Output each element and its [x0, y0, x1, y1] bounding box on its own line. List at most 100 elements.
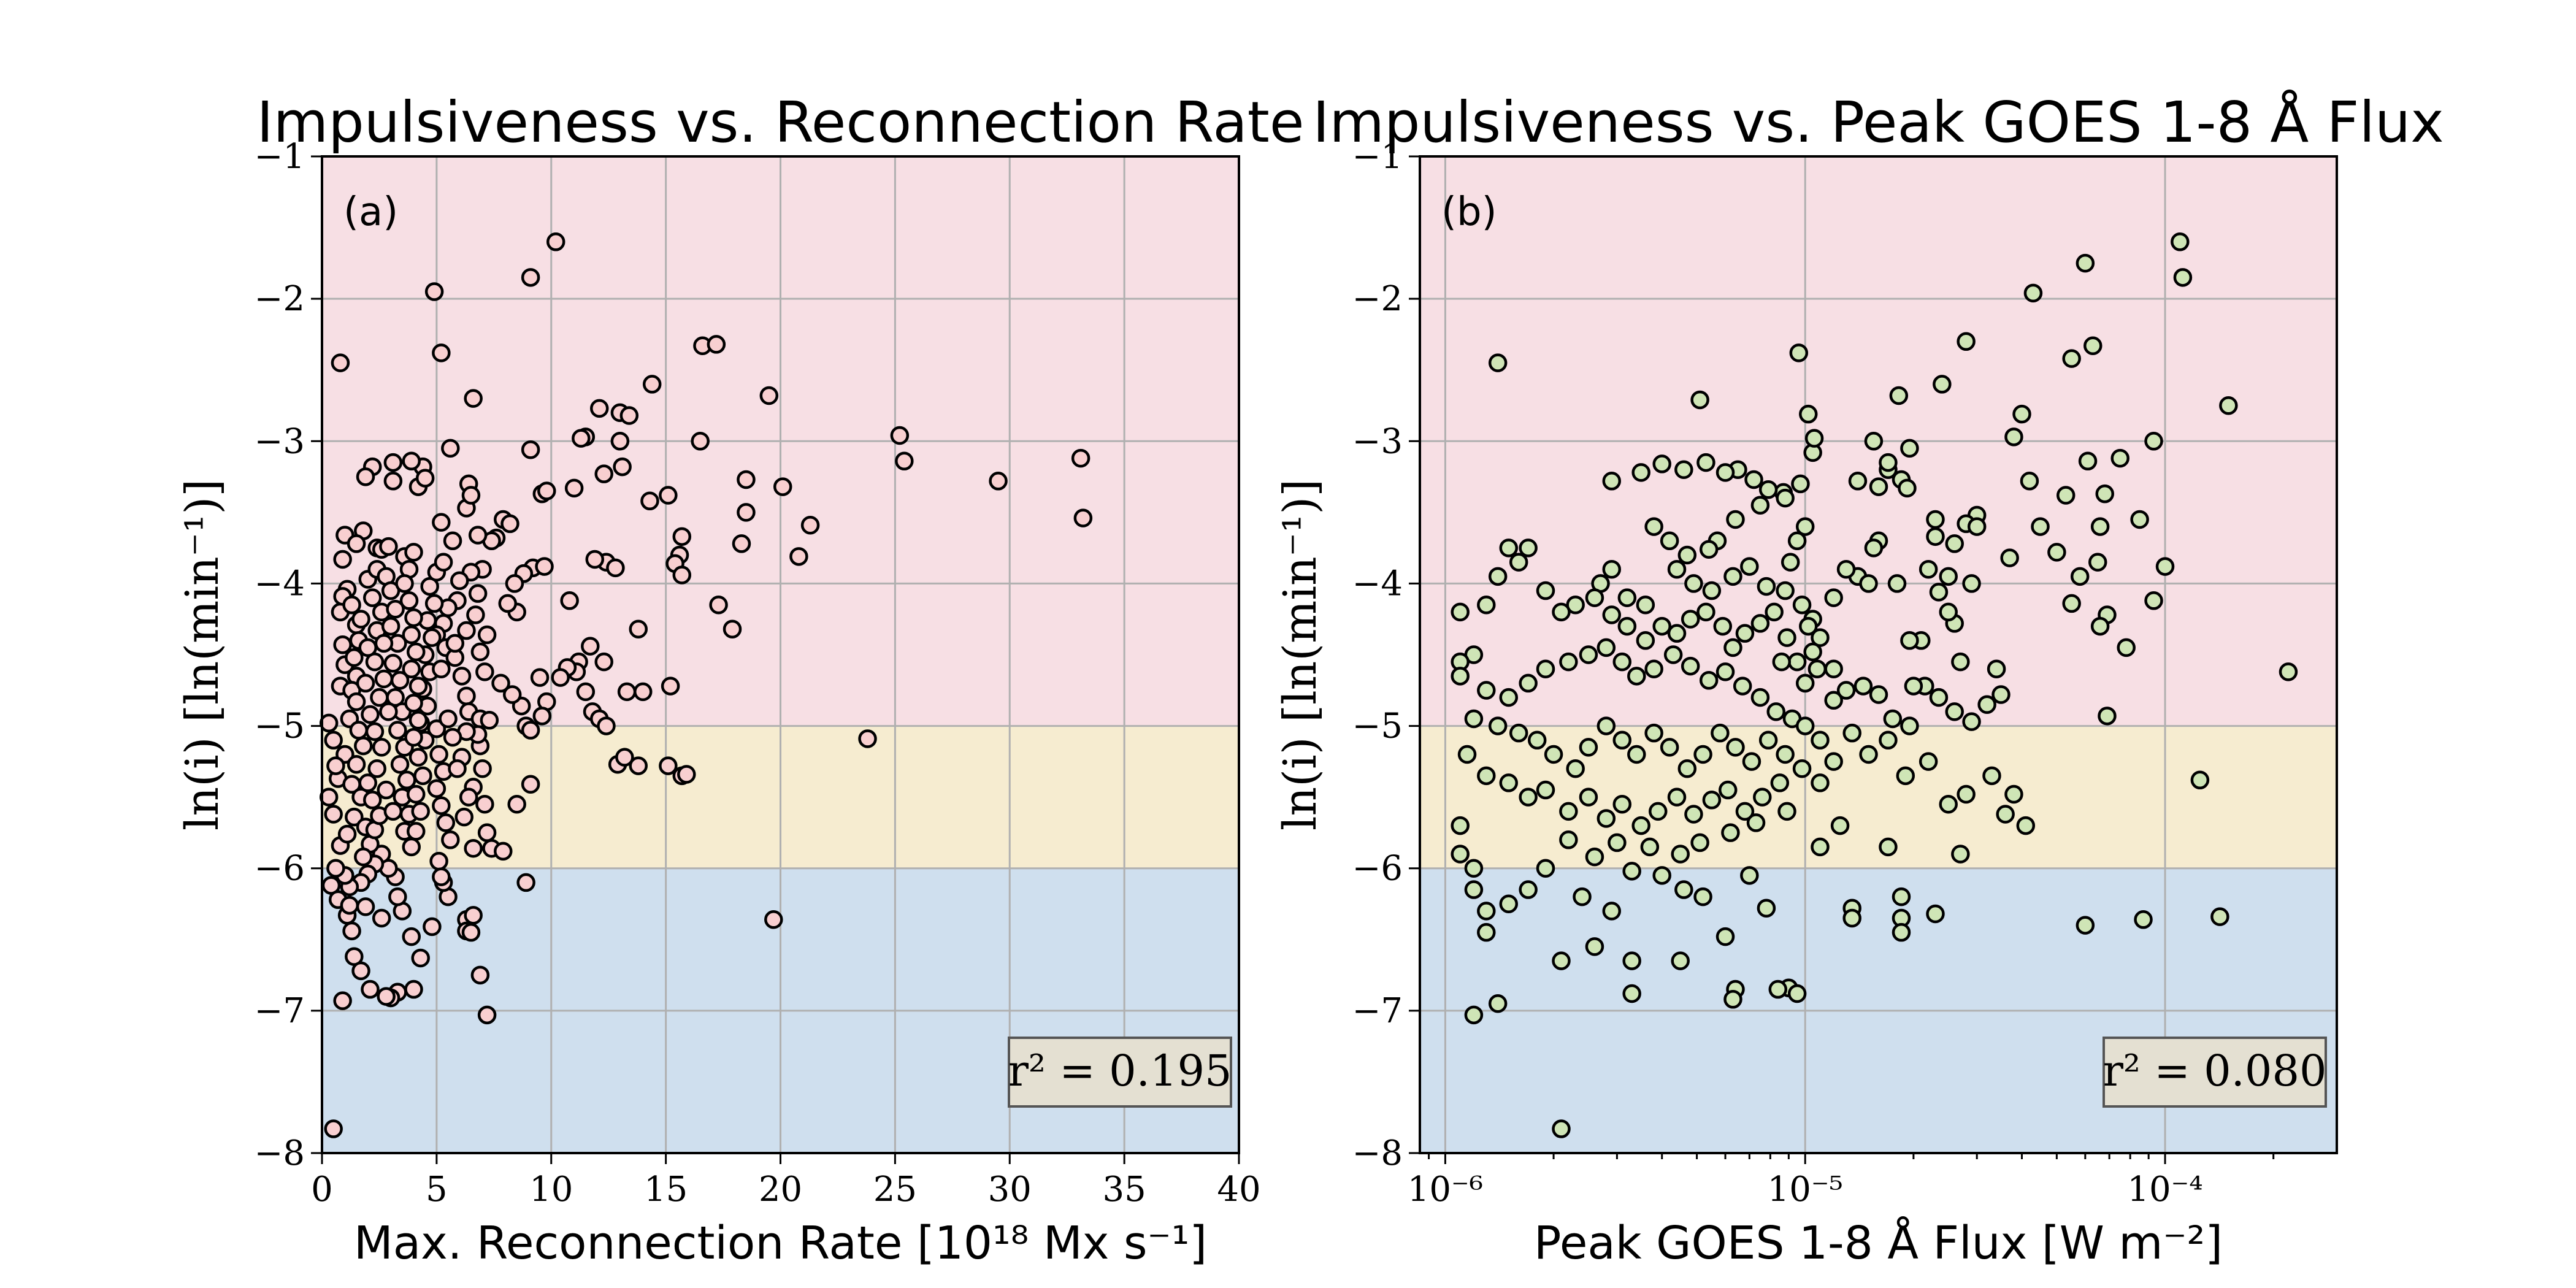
data-point	[443, 727, 462, 747]
data-point	[1795, 517, 1815, 536]
data-point	[406, 822, 426, 841]
data-point	[659, 756, 678, 775]
data-point	[1926, 527, 1945, 546]
data-point	[1945, 702, 1964, 721]
data-point	[516, 873, 535, 892]
data-point	[388, 721, 407, 740]
data-point	[2219, 396, 2238, 415]
data-point	[473, 759, 492, 778]
r-squared-box	[1008, 1037, 1232, 1108]
data-point	[1617, 588, 1637, 607]
data-point	[326, 859, 345, 878]
data-point	[1674, 880, 1693, 899]
data-point	[1644, 659, 1663, 678]
data-point	[464, 906, 483, 925]
data-point	[1792, 759, 1812, 778]
data-point	[1499, 688, 1518, 707]
data-point	[331, 353, 350, 372]
data-point	[1457, 745, 1477, 764]
x-tick-label: 40	[1217, 1170, 1260, 1209]
data-point	[432, 659, 451, 678]
data-point	[475, 795, 494, 814]
data-point	[404, 608, 423, 627]
data-point	[1608, 833, 1627, 853]
data-point	[1791, 474, 1810, 494]
data-point	[2117, 638, 2136, 657]
data-point	[404, 979, 423, 999]
data-point	[362, 791, 382, 810]
data-point	[427, 779, 447, 798]
data-point	[1892, 887, 1911, 907]
data-point	[1640, 837, 1660, 857]
data-point	[345, 648, 364, 667]
data-point	[2004, 784, 2023, 804]
data-point	[377, 987, 396, 1006]
data-point	[1488, 716, 1508, 735]
data-point	[1631, 816, 1650, 835]
data-point	[1750, 496, 1770, 515]
data-point	[1939, 567, 1958, 586]
data-point	[1451, 602, 1470, 622]
data-point	[1477, 902, 1496, 921]
data-point	[1690, 390, 1709, 410]
data-point	[2004, 427, 2023, 447]
data-point	[1824, 659, 1843, 678]
data-point	[1636, 631, 1655, 650]
data-point	[507, 795, 526, 814]
data-point	[677, 765, 696, 784]
data-point	[521, 721, 540, 740]
y-tick-label: −4	[1352, 564, 1403, 604]
data-point	[2171, 232, 2190, 251]
data-point	[502, 685, 522, 704]
x-tick-label: 15	[644, 1170, 688, 1209]
data-point	[585, 550, 605, 569]
data-point	[362, 588, 382, 607]
data-point	[1740, 557, 1759, 576]
data-point	[1933, 375, 1952, 394]
data-point	[1652, 616, 1671, 636]
data-point	[498, 594, 517, 613]
data-point	[432, 513, 451, 532]
r-squared-box	[2103, 1037, 2327, 1108]
data-point	[404, 727, 423, 747]
data-point	[347, 534, 366, 553]
data-point	[2070, 567, 2090, 586]
data-point	[1627, 745, 1646, 764]
data-point	[1811, 773, 1830, 792]
data-point	[1579, 645, 1598, 664]
data-point	[1904, 677, 1923, 696]
data-point	[441, 439, 460, 458]
data-point	[1939, 795, 1958, 814]
data-point	[399, 591, 419, 610]
y-tick-label: −6	[254, 849, 305, 889]
data-point	[354, 847, 373, 867]
r-squared-value: r² = 0.080	[2103, 1046, 2326, 1096]
data-point	[354, 736, 373, 756]
data-point	[1519, 539, 1538, 558]
data-point	[1573, 887, 1592, 907]
data-point	[432, 796, 451, 815]
data-point	[1735, 802, 1755, 821]
data-point	[1477, 922, 1496, 942]
data-point	[619, 406, 639, 425]
data-point	[333, 550, 352, 569]
data-point	[1684, 574, 1703, 593]
data-point	[397, 770, 416, 790]
data-point	[349, 721, 369, 740]
data-point	[1824, 691, 1843, 710]
x-axis-label: Peak GOES 1-8 Å Flux [W m⁻²]	[1534, 1216, 2223, 1270]
data-point	[1674, 460, 1693, 479]
data-point	[1757, 577, 1776, 596]
data-point	[773, 477, 792, 496]
data-point	[1746, 813, 1766, 832]
data-point	[457, 686, 476, 706]
data-point	[2144, 591, 2163, 610]
data-point	[347, 692, 366, 711]
data-point	[1684, 805, 1703, 824]
data-point	[1612, 652, 1631, 672]
data-point	[374, 669, 394, 689]
y-axis-label: ln(i) [ln(min⁻¹)]	[176, 479, 229, 830]
data-point	[890, 426, 910, 445]
data-point	[361, 979, 380, 999]
